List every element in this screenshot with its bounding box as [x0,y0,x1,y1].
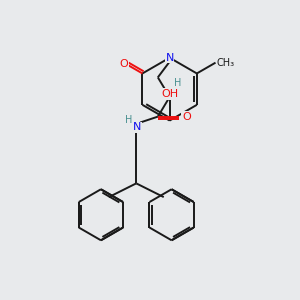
Text: H: H [125,115,132,124]
Text: O: O [182,112,191,122]
Text: CH₃: CH₃ [217,58,235,68]
Text: OH: OH [161,89,178,99]
Text: O: O [119,58,128,69]
Text: N: N [133,122,141,132]
Text: H: H [174,78,181,88]
Text: N: N [165,53,174,63]
